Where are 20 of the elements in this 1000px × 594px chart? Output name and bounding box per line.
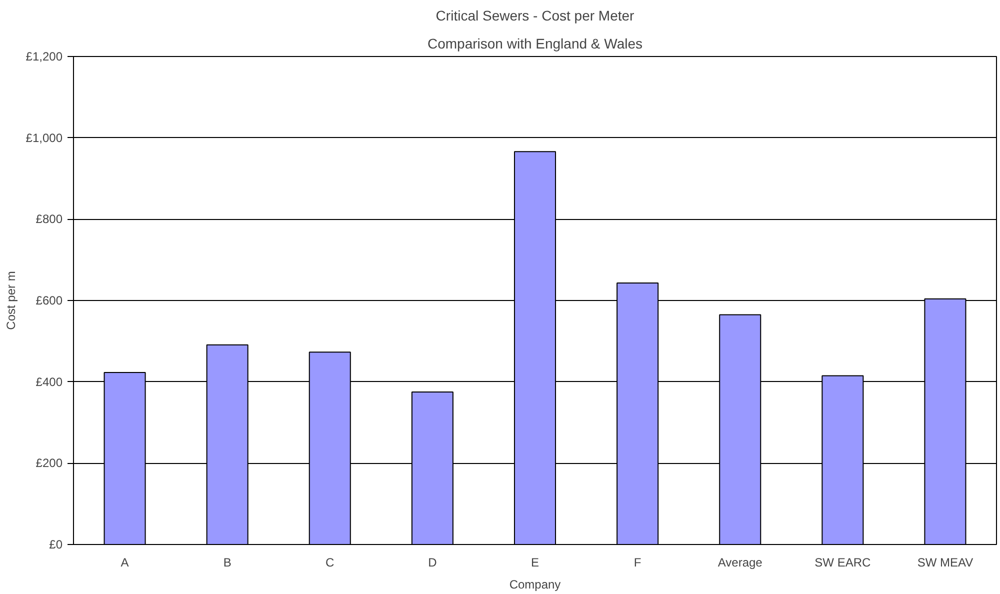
y-tick-label: £0 [49, 538, 63, 552]
y-tick-label: £800 [36, 212, 63, 226]
y-tick-label: £1,200 [26, 50, 63, 64]
chart-subtitle: Comparison with England & Wales [427, 36, 643, 52]
x-tick-label: A [120, 556, 129, 570]
y-tick-label: £400 [36, 374, 63, 389]
chart-title: Critical Sewers - Cost per Meter [436, 8, 635, 24]
x-tick-label: B [223, 556, 232, 570]
y-tick-label: £1,000 [26, 130, 63, 145]
y-tick-label: £600 [36, 294, 63, 308]
x-tick-label: F [634, 556, 642, 570]
x-tick-label: SW EARC [814, 556, 872, 570]
x-tick-label: E [531, 556, 540, 570]
y-tick-label: £200 [36, 456, 63, 470]
x-tick-label: SW MEAV [917, 556, 974, 570]
x-tick-label: C [326, 556, 335, 570]
x-tick-label: Average [718, 556, 763, 570]
y-axis-title: Cost per m [4, 271, 18, 330]
x-axis-title: Company [509, 578, 561, 592]
x-tick-label: D [428, 556, 438, 570]
